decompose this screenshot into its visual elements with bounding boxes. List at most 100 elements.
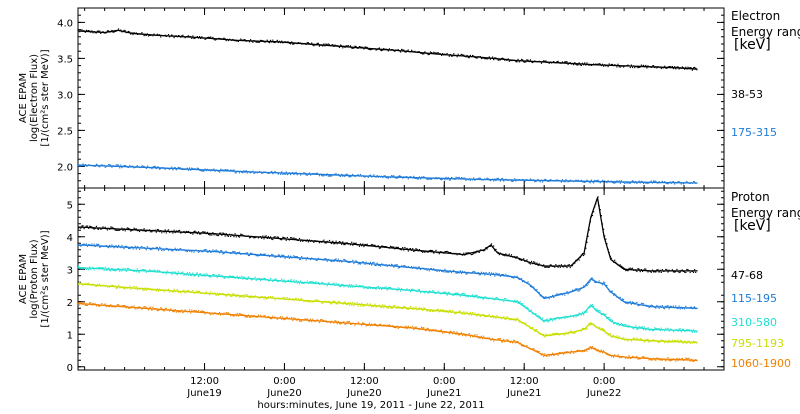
- data-point: [219, 274, 221, 276]
- data-point: [250, 39, 252, 41]
- data-point: [409, 248, 412, 250]
- data-point: [610, 257, 612, 259]
- data-point: [649, 329, 651, 331]
- data-point: [679, 328, 681, 330]
- data-point: [537, 178, 539, 181]
- data-point: [661, 359, 663, 361]
- data-point: [445, 292, 447, 294]
- data-point: [196, 233, 198, 235]
- data-point: [105, 245, 107, 247]
- data-point: [633, 302, 635, 304]
- data-point: [153, 33, 155, 35]
- data-point: [647, 271, 649, 273]
- data-point: [499, 338, 501, 340]
- data-point: [345, 45, 347, 47]
- data-point: [586, 328, 588, 330]
- data-point: [214, 292, 216, 294]
- data-point: [567, 293, 569, 295]
- data-point: [217, 274, 220, 276]
- data-point: [588, 181, 590, 183]
- data-point: [421, 176, 423, 178]
- data-point: [349, 45, 352, 47]
- data-point: [464, 313, 466, 315]
- data-point: [487, 178, 489, 180]
- data-point: [646, 182, 648, 184]
- data-point: [641, 326, 644, 328]
- data-point: [514, 255, 516, 258]
- data-point: [204, 313, 206, 315]
- data-point: [455, 333, 457, 335]
- data-point: [543, 333, 545, 336]
- data-point: [340, 44, 342, 46]
- data-point: [227, 277, 229, 279]
- data-point: [282, 254, 284, 256]
- data-point: [344, 259, 346, 261]
- data-point: [274, 256, 276, 258]
- data-point: [498, 273, 500, 275]
- data-point: [98, 267, 100, 269]
- data-point: [342, 241, 344, 243]
- data-point: [514, 299, 516, 301]
- data-point: [226, 169, 228, 171]
- data-point: [193, 251, 195, 253]
- data-point: [106, 286, 109, 288]
- data-point: [478, 337, 480, 339]
- legend-entry: 47-68: [731, 269, 763, 282]
- data-point: [537, 350, 539, 353]
- data-point: [95, 305, 97, 307]
- data-point: [506, 316, 508, 318]
- data-point: [377, 285, 379, 288]
- data-point: [460, 53, 463, 55]
- data-point: [603, 281, 605, 283]
- data-point: [346, 45, 348, 47]
- data-point: [609, 333, 611, 335]
- data-point: [608, 317, 610, 319]
- data-point: [180, 311, 182, 313]
- data-point: [397, 327, 399, 329]
- data-point: [142, 289, 144, 291]
- data-point: [307, 42, 309, 44]
- data-point: [604, 313, 606, 315]
- data-point: [157, 270, 160, 272]
- data-point: [484, 316, 486, 318]
- data-point: [399, 51, 402, 53]
- data-point: [127, 227, 130, 229]
- data-point: [424, 51, 426, 53]
- data-point: [337, 300, 339, 302]
- data-point: [427, 328, 429, 330]
- data-point: [224, 235, 226, 237]
- data-point: [225, 40, 227, 42]
- data-point: [238, 296, 241, 298]
- data-point: [245, 252, 247, 254]
- data-point: [577, 290, 579, 292]
- data-point: [193, 275, 195, 277]
- data-point: [565, 61, 567, 63]
- data-point: [318, 45, 321, 47]
- data-point: [216, 276, 218, 278]
- data-point: [235, 253, 237, 255]
- data-point: [558, 351, 560, 354]
- data-point: [669, 328, 671, 330]
- data-point: [194, 37, 196, 39]
- data-point: [191, 167, 193, 169]
- data-point: [401, 249, 403, 251]
- data-point: [600, 215, 602, 217]
- data-point: [338, 322, 340, 325]
- data-point: [668, 359, 670, 362]
- data-point: [159, 288, 161, 290]
- data-point: [417, 178, 419, 180]
- data-point: [321, 281, 323, 284]
- data-point: [348, 321, 350, 323]
- data-point: [136, 308, 138, 310]
- data-point: [190, 232, 192, 234]
- data-point: [245, 170, 247, 172]
- data-point: [609, 318, 611, 320]
- data-point: [579, 289, 581, 291]
- data-point: [576, 349, 578, 352]
- data-point: [308, 320, 311, 323]
- data-point: [129, 307, 131, 309]
- data-point: [472, 271, 474, 273]
- data-point: [111, 29, 113, 32]
- data-point: [456, 56, 458, 58]
- data-point: [644, 268, 646, 270]
